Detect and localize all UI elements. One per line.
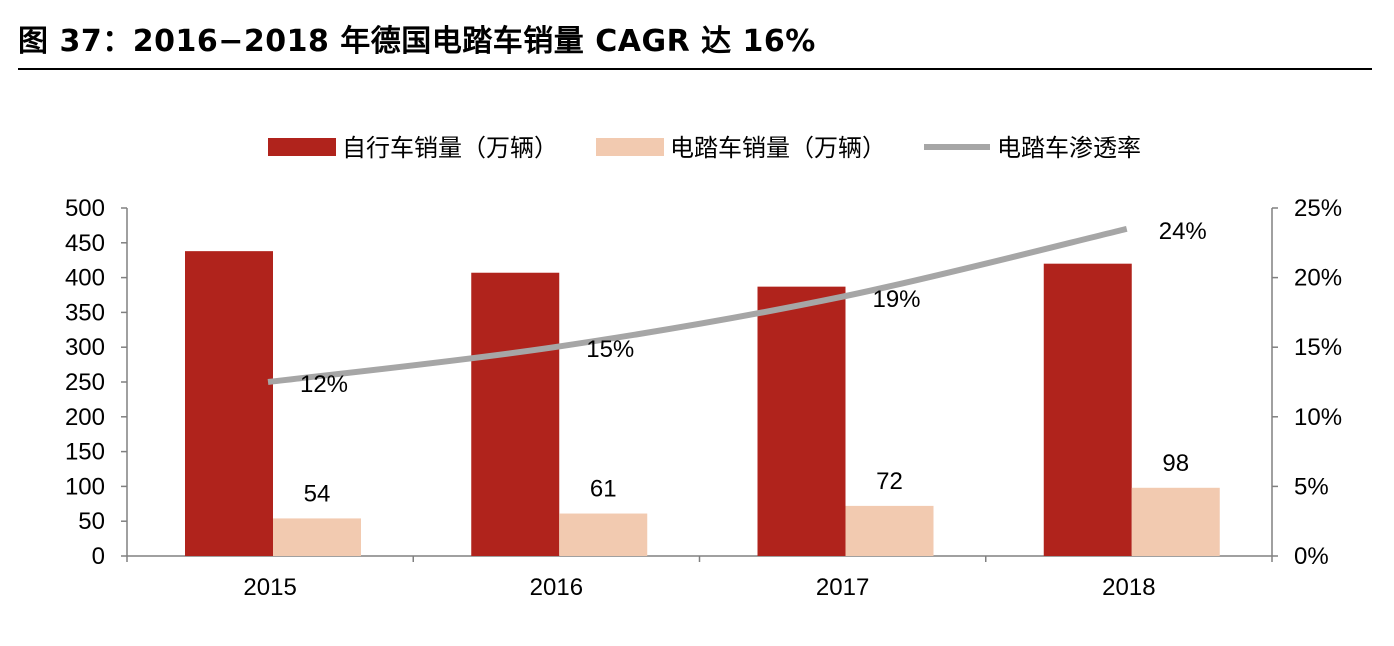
ebike-sales-label: 72 bbox=[876, 468, 903, 495]
x-tick-label: 2017 bbox=[816, 574, 869, 601]
penetration-label: 15% bbox=[586, 336, 634, 363]
ebike-sales-label: 98 bbox=[1162, 450, 1189, 477]
x-tick-label: 2015 bbox=[243, 574, 296, 601]
left-tick-label: 400 bbox=[65, 265, 105, 292]
bicycle-sales-bar bbox=[1043, 263, 1132, 556]
penetration-label: 19% bbox=[872, 286, 920, 313]
ebike-sales-label: 54 bbox=[304, 480, 331, 507]
penetration-label: 24% bbox=[1159, 218, 1207, 245]
penetration-label: 12% bbox=[300, 371, 348, 398]
left-tick-label: 350 bbox=[65, 299, 105, 326]
ebike-sales-bar bbox=[845, 505, 934, 556]
legend-swatch-bicycle bbox=[268, 138, 336, 156]
left-tick-label: 150 bbox=[65, 439, 105, 466]
left-tick-label: 50 bbox=[78, 508, 105, 535]
right-tick-label: 20% bbox=[1294, 265, 1342, 292]
right-tick-label: 5% bbox=[1294, 473, 1329, 500]
left-tick-label: 200 bbox=[65, 404, 105, 431]
ebike-sales-bar bbox=[273, 518, 361, 556]
left-tick-label: 100 bbox=[65, 473, 105, 500]
left-tick-label: 300 bbox=[65, 334, 105, 361]
ebike-sales-bar bbox=[559, 513, 648, 556]
right-tick-label: 0% bbox=[1294, 543, 1329, 570]
ebike-sales-label: 61 bbox=[590, 476, 617, 503]
legend-swatch-ebike bbox=[596, 138, 664, 156]
legend-label-ebike: 电踏车销量（万辆） bbox=[670, 134, 886, 162]
right-tick-label: 10% bbox=[1294, 404, 1342, 431]
legend: 自行车销量（万辆） 电踏车销量（万辆） 电踏车渗透率 bbox=[268, 134, 1141, 162]
ebike-sales-bar bbox=[1131, 487, 1220, 556]
left-tick-label: 0 bbox=[92, 543, 105, 570]
bars bbox=[185, 251, 1220, 557]
penetration-line-group bbox=[267, 225, 1128, 385]
left-tick-label: 250 bbox=[65, 369, 105, 396]
data-labels: 54 61 72 98 12% 15% 19% 24% bbox=[300, 218, 1207, 508]
right-tick-label: 15% bbox=[1294, 334, 1342, 361]
legend-label-bicycle: 自行车销量（万辆） bbox=[342, 134, 558, 162]
penetration-line bbox=[267, 225, 1128, 385]
left-tick-label: 500 bbox=[65, 195, 105, 222]
bicycle-sales-bar bbox=[185, 251, 273, 557]
figure-title: 图 37：2016−2018 年德国电踏车销量 CAGR 达 16% bbox=[18, 24, 816, 59]
bicycle-sales-bar bbox=[757, 286, 846, 556]
legend-label-penetration: 电踏车渗透率 bbox=[997, 134, 1141, 162]
left-tick-label: 450 bbox=[65, 230, 105, 257]
bicycle-sales-bar bbox=[471, 272, 560, 556]
axes: 0 50 100 150 200 250 300 350 400 450 500 0% 5% 10% 15%… bbox=[65, 195, 1342, 601]
x-tick-label: 2016 bbox=[530, 574, 583, 601]
x-tick-label: 2018 bbox=[1102, 574, 1155, 601]
title-underline bbox=[18, 68, 1372, 70]
right-tick-label: 25% bbox=[1294, 195, 1342, 222]
